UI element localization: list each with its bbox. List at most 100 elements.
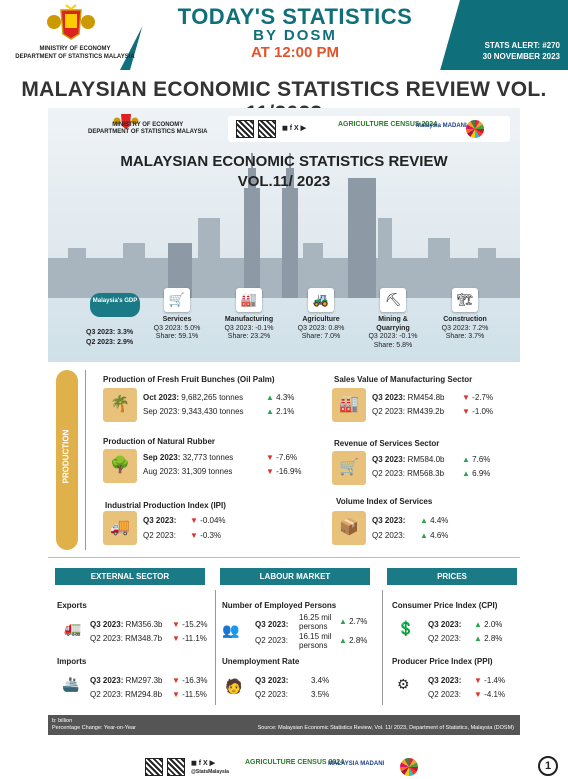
rubber-change-1: ▼ -7.6%: [266, 453, 298, 462]
services-revenue-title: Revenue of Services Sector: [334, 439, 440, 448]
imports-row-2: Q2 2023: RM294.8b: [90, 690, 163, 699]
services-row-2: Q2 2023: RM568.3b: [372, 469, 445, 478]
employed-row-2-label: Q2 2023:: [255, 636, 288, 645]
unemployment-row-2: Q2 2023:: [255, 690, 288, 699]
rubber-tapping-icon: 🌳: [103, 449, 137, 483]
qr-code-icon: [236, 120, 254, 138]
sdg-wheel-icon: [400, 758, 418, 776]
agriculture-census-logo: AGRICULTURE CENSUS 2024: [338, 121, 438, 128]
ffb-change-1: ▲ 4.3%: [266, 393, 295, 402]
employed-change-1: ▲ 2.7%: [339, 617, 368, 626]
ipi-row-1: Q3 2023:: [143, 516, 177, 525]
manufacturing-change-2: ▼ -1.0%: [462, 407, 494, 416]
sector-construction: 🏗 Construction Q3 2023: 7.2% Share: 3.7%: [426, 288, 504, 342]
imports-change-1: ▼ -16.3%: [172, 676, 208, 685]
export-container-icon: 🚛: [64, 620, 82, 636]
exports-row-1: Q3 2023: RM356.3b: [90, 620, 163, 629]
employed-title: Number of Employed Persons: [222, 601, 337, 610]
manufacturing-sales-title: Sales Value of Manufacturing Sector: [334, 375, 473, 384]
hand-truck-icon: 📦: [332, 511, 366, 545]
external-sector-header: EXTERNAL SECTOR: [55, 568, 205, 585]
stats-alert: STATS ALERT: #270 30 NOVEMBER 2023: [482, 41, 560, 61]
malaysia-madani-logo: MALAYSIA MADANI: [328, 761, 385, 767]
imports-change-2: ▼ -11.5%: [172, 690, 207, 699]
volume-index-title: Volume Index of Services: [336, 497, 433, 506]
production-tab: PRODUCTION: [56, 370, 78, 550]
unemployment-title: Unemployment Rate: [222, 657, 300, 666]
unemployment-row-1: Q3 2023:: [255, 676, 289, 685]
ipi-row-2: Q2 2023:: [143, 531, 176, 540]
todays-statistics-title: TODAY'S STATISTICS: [177, 4, 413, 29]
ffb-row-1: Oct 2023: 9,682,265 tonnes: [143, 393, 244, 402]
employed-row-1-label: Q3 2023:: [255, 620, 289, 629]
services-change-1: ▲ 7.6%: [462, 455, 491, 464]
social-media-icons: ◼ f X ▶: [282, 125, 307, 132]
exports-title: Exports: [57, 601, 87, 610]
gear-icon: ⚙: [397, 676, 410, 692]
prices-header: PRICES: [387, 568, 517, 585]
hero-card: MINISTRY OF ECONOMY DEPARTMENT OF STATIST…: [48, 108, 520, 362]
sector-mining: ⛏ Mining & Quarrying Q3 2023: -0.1% Share: …: [354, 288, 432, 350]
ipi-title: Industrial Production Index (IPI): [105, 501, 226, 510]
services-row-1: Q3 2023: RM584.0b: [372, 455, 445, 464]
imports-title: Imports: [57, 657, 87, 666]
price-tag-icon: 💲: [397, 620, 415, 636]
gdp-pill: Malaysia's GDP: [90, 293, 140, 317]
exports-row-2: Q2 2023: RM348.7b: [90, 634, 163, 643]
ipi-change-1: ▼ -0.04%: [190, 516, 226, 525]
header-white-panel: [130, 0, 460, 70]
ppi-row-2: Q2 2023:: [428, 690, 461, 699]
city-skyline-image: [48, 153, 520, 298]
ppi-change-2: ▼ -4.1%: [474, 690, 506, 699]
unemployment-value-1: 3.4%: [311, 676, 330, 685]
volume-change-1: ▲ 4.4%: [420, 516, 449, 525]
cpi-row-2: Q2 2023:: [428, 634, 461, 643]
palm-tree-icon: 🌴: [103, 388, 137, 422]
unemployment-value-2: 3.5%: [311, 690, 330, 699]
sdg-wheel-icon: [466, 120, 484, 138]
shopping-cart-icon: 🛒: [164, 288, 190, 312]
ppi-row-1: Q3 2023:: [428, 676, 462, 685]
social-media-icons: ◼ f X ▶: [191, 760, 216, 767]
by-dosm: BY DOSM: [253, 27, 337, 44]
page-number: 1: [538, 756, 558, 776]
sector-agriculture: 🚜 Agriculture Q3 2023: 0.8% Share: 7.0%: [282, 288, 360, 342]
ffb-change-2: ▲ 2.1%: [266, 407, 295, 416]
bottom-bar: [0, 750, 568, 779]
ppi-title: Producer Price Index (PPI): [392, 657, 493, 666]
cpi-change-1: ▲ 2.0%: [474, 620, 503, 629]
rubber-row-2: Aug 2023: 31,309 tonnes: [143, 467, 233, 476]
card-ministry: MINISTRY OF ECONOMY DEPARTMENT OF STATIST…: [88, 122, 208, 135]
ship-icon: 🚢: [62, 676, 80, 692]
manufacturing-row-1: Q3 2023: RM454.8b: [372, 393, 445, 402]
oil-rig-icon: ⛏: [380, 288, 406, 312]
cpi-title: Consumer Price Index (CPI): [392, 601, 498, 610]
ppi-change-1: ▼ -1.4%: [474, 676, 506, 685]
ipi-change-2: ▼ -0.3%: [190, 531, 222, 540]
handle: @StatsMalaysia: [191, 769, 229, 775]
qr-code-icon: [167, 758, 185, 776]
exports-change-1: ▼ -15.2%: [172, 620, 208, 629]
volume-change-2: ▲ 4.6%: [420, 531, 449, 540]
gdp-values: Q3 2023: 3.3% Q2 2023: 2.9%: [86, 329, 134, 346]
header: MINISTRY OF ECONOMY DEPARTMENT OF STATIST…: [0, 0, 568, 70]
malaysia-crest-icon: [47, 4, 95, 40]
tractor-icon: 🚜: [308, 288, 334, 312]
excavator-icon: 🏗: [452, 288, 478, 312]
release-time: AT 12:00 PM: [250, 44, 340, 61]
column-divider: [215, 590, 216, 705]
header-ministry: MINISTRY OF ECONOMY DEPARTMENT OF STATIST…: [15, 46, 135, 60]
imports-row-1: Q3 2023: RM297.3b: [90, 676, 163, 685]
cpi-change-2: ▲ 2.8%: [474, 634, 503, 643]
shopping-cart-icon: 🛒: [332, 451, 366, 485]
source-note: Source: Malaysian Economic Statistics Re…: [257, 725, 514, 731]
manufacturing-change-1: ▼ -2.7%: [462, 393, 494, 402]
people-icon: 👥: [222, 622, 240, 638]
employed-row-2-value: 16.15 mil persons: [299, 632, 332, 650]
labour-market-header: LABOUR MARKET: [220, 568, 370, 585]
volume-row-1: Q3 2023:: [372, 516, 406, 525]
partner-logos: ◼ f X ▶ AGRICULTURE CENSUS 2024 Malaysia…: [228, 116, 510, 142]
qr-code-icon: [258, 120, 276, 138]
employed-row-1-value: 16.25 mil persons: [299, 613, 332, 631]
factory-icon: 🏭: [332, 388, 366, 422]
